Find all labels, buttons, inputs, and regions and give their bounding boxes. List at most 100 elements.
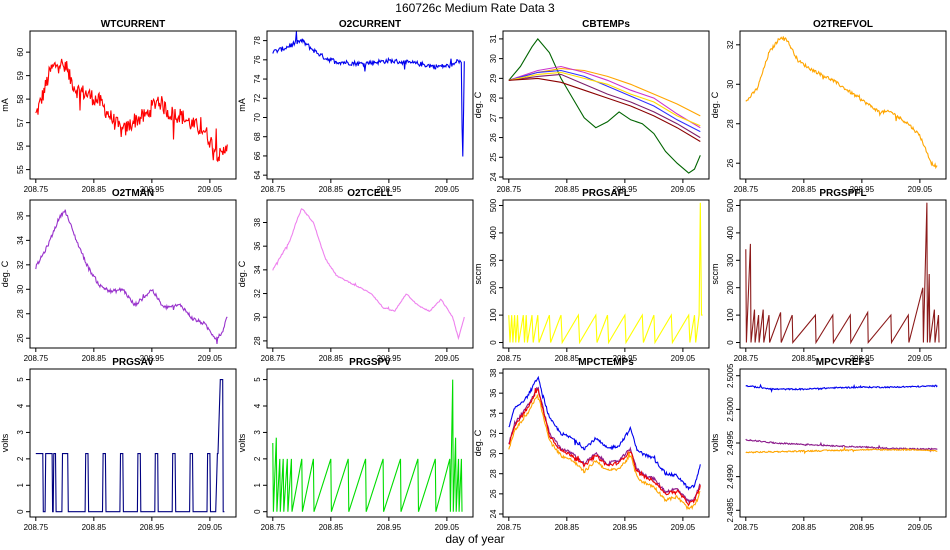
chart-panel-prgsav: PRGSAV volts 208.75 208.85 208.95 209.05 0 1 2 3 4… [0,357,237,532]
y-tick-label: 400 [726,226,735,240]
series-line-o2tcell [272,208,465,341]
x-tick-label: 208.85 [319,185,344,194]
y-tick-label: 1 [16,483,25,488]
y-tick-label: 0 [253,509,262,514]
chart-title: PRGSAFL [582,188,630,199]
chart-title: WTCURRENT [101,19,165,30]
y-tick-label: 2.5000 [726,397,735,422]
chart-panel-o2tcell: O2TCELL deg. C 208.75 208.85 208.95 209.05 28 3… [237,188,474,363]
y-axis-label: mA [0,98,10,112]
series-line-yellow [508,71,701,127]
series-line-blue [745,383,938,394]
x-tick-label: 208.75 [261,354,286,363]
x-tick-label: 209.05 [198,185,223,194]
y-tick-label: 24 [489,172,498,181]
plot-frame [266,368,474,518]
y-tick-label: 5 [16,377,25,382]
x-tick-label: 208.75 [497,523,522,532]
y-tick-label: 32 [489,428,498,437]
x-tick-label: 209.05 [435,354,460,363]
y-tick-label: 66 [253,151,262,160]
x-tick-label: 208.75 [24,185,49,194]
y-tick-label: 55 [16,165,25,174]
x-tick-label: 208.95 [850,523,875,532]
x-tick-label: 208.75 [261,523,286,532]
plot-frame [502,199,710,349]
y-tick-label: 57 [16,118,25,127]
y-tick-label: 76 [253,55,262,64]
y-tick-label: 28 [726,119,735,128]
x-tick-label: 208.75 [734,354,759,363]
x-tick-label: 208.95 [140,185,165,194]
y-tick-label: 26 [489,489,498,498]
x-tick-label: 208.85 [792,185,817,194]
y-tick-label: 59 [16,71,25,80]
y-axis-label: volts [710,433,720,452]
x-tick-label: 208.75 [497,185,522,194]
x-tick-label: 208.75 [24,523,49,532]
series-line-orange [508,394,701,511]
y-tick-label: 60 [16,47,25,56]
x-tick-label: 208.95 [613,354,638,363]
y-tick-label: 29 [489,73,498,82]
y-tick-label: 0 [726,340,735,345]
y-tick-label: 28 [16,309,25,318]
series-line-green [508,38,701,174]
chart-panel-mpctemps: MPCTEMPs deg. C 208.75 208.85 208.95 209.05 24… [473,357,710,532]
y-tick-label: 30 [726,79,735,88]
chart-title: PRGSPFL [819,188,866,199]
series-line-prgspfl [745,202,940,345]
chart-panel-prgspfl: PRGSPFL sccm 208.75 208.85 208.95 209.05 0 100 2… [710,188,947,363]
y-tick-label: 36 [16,211,25,220]
plot-frame [739,368,947,518]
y-tick-label: 4 [16,403,25,408]
chart-panel-prgsafl: PRGSAFL sccm 208.75 208.85 208.95 209.05 0 100 2… [473,188,710,363]
x-tick-label: 208.95 [377,185,402,194]
y-tick-label: 25 [489,152,498,161]
y-tick-label: 500 [726,198,735,212]
y-tick-label: 28 [489,93,498,102]
x-tick-label: 208.85 [319,523,344,532]
series-line-blue [508,375,701,491]
y-tick-label: 3 [16,430,25,435]
x-axis-common-label: day of year [445,532,505,546]
x-tick-label: 208.95 [377,523,402,532]
x-tick-label: 208.75 [24,354,49,363]
y-tick-label: 26 [16,333,25,342]
series-line-prgsav [35,379,225,513]
x-tick-label: 208.75 [734,523,759,532]
x-tick-label: 208.85 [792,523,817,532]
x-tick-label: 208.85 [82,185,107,194]
x-tick-label: 208.95 [377,354,402,363]
y-tick-label: 2.5005 [726,363,735,388]
x-tick-label: 209.05 [671,354,696,363]
y-tick-label: 300 [489,253,498,267]
plot-frame [29,199,237,349]
y-tick-label: 4 [253,403,262,408]
y-tick-label: 28 [489,469,498,478]
y-tick-label: 0 [489,340,498,345]
x-tick-label: 208.75 [734,185,759,194]
y-tick-label: 0 [16,509,25,514]
chart-panel-o2current: O2CURRENT mA 208.75 208.85 208.95 209.05 64 66 6… [237,19,474,194]
chart-title: CBTEMPs [582,19,630,30]
x-tick-label: 208.85 [555,185,580,194]
chart-title: O2TREFVOL [813,19,873,30]
y-axis-label: mA [237,98,247,112]
series-line-o2current [272,31,465,157]
y-tick-label: 400 [489,226,498,240]
y-axis-label: sccm [710,264,720,285]
x-tick-label: 208.85 [82,523,107,532]
y-tick-label: 500 [489,198,498,212]
series-line-violet [508,65,701,129]
series-line-maroon [508,77,701,142]
x-tick-label: 208.85 [555,354,580,363]
x-tick-label: 209.05 [908,185,933,194]
y-tick-label: 74 [253,74,262,83]
y-tick-label: 34 [16,235,25,244]
series-line-o2tman [35,209,228,344]
series-line-o2trefvol [745,36,938,170]
x-tick-label: 208.95 [850,354,875,363]
y-axis-label: deg. C [0,260,10,287]
y-tick-label: 64 [253,170,262,179]
